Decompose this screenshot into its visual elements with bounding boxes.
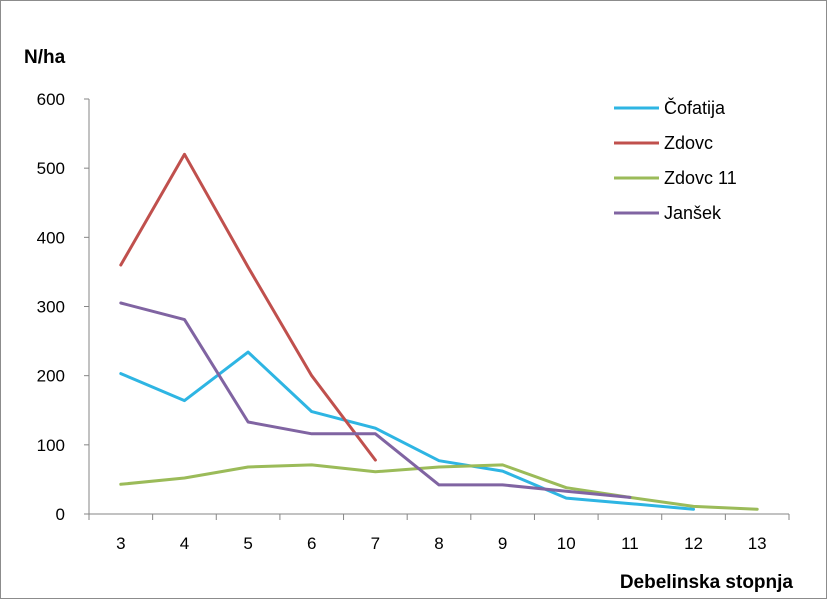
data-point (374, 458, 377, 462)
y-tick-label: 100 (37, 436, 65, 455)
data-point (437, 459, 441, 462)
data-point (501, 469, 504, 473)
y-tick-label: 0 (56, 505, 65, 524)
series-line (119, 152, 377, 462)
data-point (246, 465, 250, 469)
legend-item: Čofatija (614, 97, 726, 118)
data-point (501, 463, 504, 467)
legend-item: Zdovc (614, 133, 713, 153)
data-point (628, 496, 632, 499)
y-axis: 0 100 200 300 400 500 600 (37, 90, 90, 524)
data-point (183, 476, 186, 480)
x-tick-label: 4 (180, 534, 189, 553)
data-point (692, 505, 695, 508)
data-point (755, 507, 759, 511)
x-tick-label: 11 (621, 534, 639, 553)
y-tick-label: 400 (37, 228, 65, 247)
y-tick-label: 600 (37, 90, 65, 109)
data-point (310, 463, 313, 467)
legend: Čofatija Zdovc Zdovc 11 Janšek (614, 97, 737, 223)
data-point (437, 483, 441, 487)
data-point (183, 399, 186, 402)
x-tick-label: 13 (748, 534, 767, 553)
data-point (119, 483, 123, 486)
data-point (183, 318, 186, 321)
data-point (246, 420, 250, 424)
x-tick-label: 3 (116, 534, 125, 553)
series-line (119, 350, 695, 511)
x-axis-title: Debelinska stopnja (620, 572, 794, 593)
data-point (246, 265, 250, 269)
legend-item: Janšek (614, 203, 722, 223)
data-point (437, 465, 441, 469)
legend-item: Zdovc 11 (614, 168, 737, 188)
data-point (501, 483, 504, 487)
data-point (310, 374, 313, 377)
x-tick-label: 5 (243, 534, 252, 553)
data-point (183, 153, 186, 156)
legend-label: Zdovc 11 (664, 168, 737, 188)
legend-label: Čofatija (664, 97, 726, 118)
x-tick-label: 7 (371, 534, 380, 553)
series-line (119, 463, 759, 511)
y-axis-title: N/ha (24, 47, 66, 68)
y-tick-label: 200 (37, 367, 65, 386)
data-point (565, 496, 568, 500)
x-tick-label: 6 (307, 534, 316, 553)
y-tick-label: 500 (37, 159, 65, 178)
series-layer (119, 152, 759, 511)
x-tick-label: 9 (498, 534, 507, 553)
series-line (119, 301, 632, 499)
x-tick-label: 12 (684, 534, 703, 553)
x-tick-label: 8 (434, 534, 443, 553)
y-tick-label: 300 (37, 298, 65, 317)
data-point (565, 486, 568, 489)
data-point (310, 410, 313, 413)
x-axis: 3 4 5 6 7 8 9 10 11 12 13 (88, 513, 790, 553)
data-point (310, 432, 313, 435)
data-point (374, 470, 377, 474)
data-point (119, 372, 123, 375)
data-point (628, 502, 632, 505)
data-point (119, 263, 123, 267)
data-point (246, 350, 250, 354)
data-point (119, 301, 123, 305)
data-point (374, 432, 377, 435)
data-point (692, 507, 695, 511)
data-point (374, 427, 377, 430)
data-point (565, 489, 568, 493)
legend-label: Janšek (664, 203, 722, 223)
legend-label: Zdovc (664, 133, 713, 153)
x-tick-label: 10 (557, 534, 576, 553)
